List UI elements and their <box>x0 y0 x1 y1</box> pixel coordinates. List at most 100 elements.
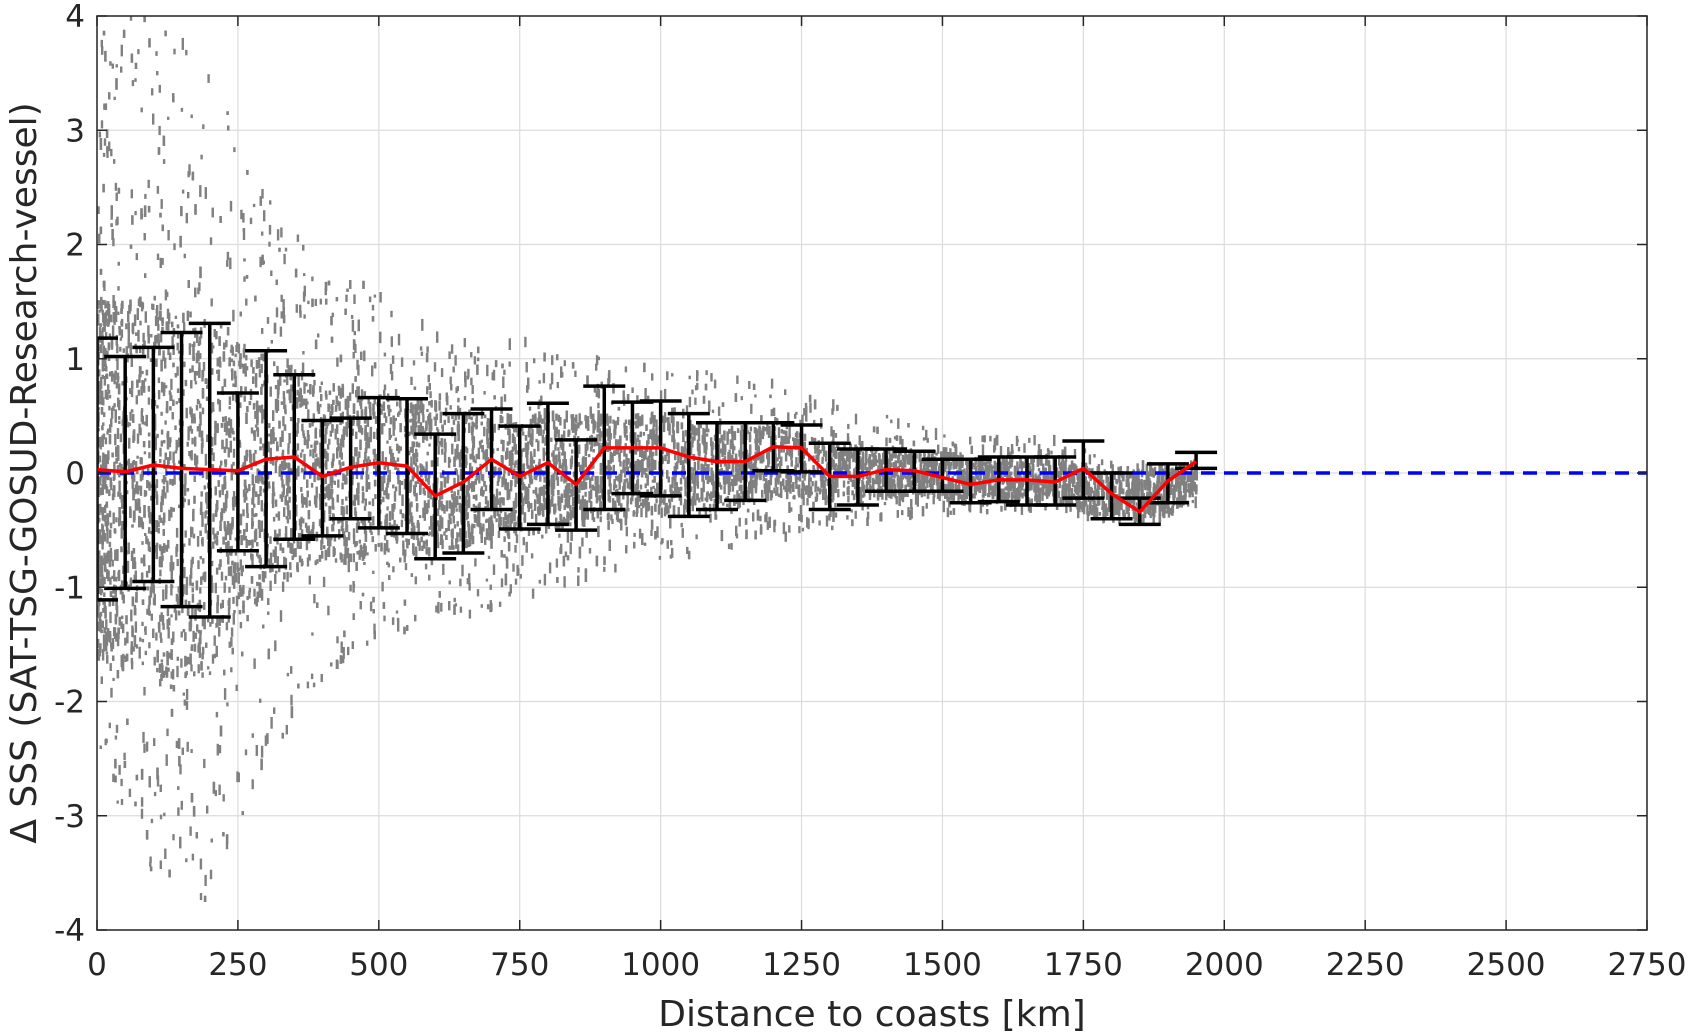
scatter-point <box>603 566 606 572</box>
scatter-point <box>138 646 141 659</box>
scatter-point <box>580 421 583 425</box>
scatter-point <box>904 457 907 468</box>
scatter-point <box>577 494 581 504</box>
scatter-point <box>558 533 561 538</box>
scatter-point <box>1090 509 1094 516</box>
scatter-point <box>451 502 454 510</box>
scatter-point <box>667 452 670 464</box>
scatter-point <box>703 441 706 454</box>
scatter-point <box>367 456 370 460</box>
scatter-point <box>186 741 189 752</box>
scatter-point <box>531 429 534 441</box>
scatter-point <box>120 44 123 57</box>
scatter-point <box>196 536 200 547</box>
scatter-point <box>474 515 478 523</box>
scatter-point <box>273 361 276 367</box>
scatter-point <box>128 441 131 449</box>
scatter-point <box>168 390 172 395</box>
scatter-point <box>168 617 171 626</box>
scatter-point <box>234 375 237 388</box>
scatter-point <box>916 495 919 507</box>
scatter-point <box>289 542 292 554</box>
scatter-point <box>946 507 950 518</box>
scatter-point <box>257 474 260 484</box>
scatter-point <box>286 500 290 510</box>
scatter-point <box>591 485 595 490</box>
scatter-point <box>425 461 428 474</box>
scatter-point <box>568 482 571 491</box>
scatter-point <box>833 447 836 457</box>
scatter-point <box>282 391 286 400</box>
scatter-point <box>484 537 487 545</box>
scatter-point <box>1158 465 1161 476</box>
scatter-point <box>468 609 472 619</box>
scatter-point <box>885 437 888 447</box>
scatter-point <box>528 483 531 489</box>
scatter-point <box>834 503 837 508</box>
scatter-point <box>290 694 293 706</box>
scatter-point <box>449 405 452 410</box>
scatter-point <box>213 635 216 646</box>
scatter-point <box>193 417 196 424</box>
scatter-point <box>230 627 234 637</box>
scatter-point <box>336 424 339 434</box>
scatter-point <box>672 438 676 450</box>
scatter-point <box>197 645 200 653</box>
scatter-point <box>514 509 517 514</box>
scatter-point <box>702 464 705 472</box>
scatter-point <box>383 352 387 357</box>
scatter-point <box>592 449 595 453</box>
scatter-point <box>643 467 646 475</box>
scatter-point <box>1027 504 1031 512</box>
scatter-point <box>130 661 134 670</box>
scatter-point <box>279 437 282 447</box>
scatter-point <box>1142 513 1145 525</box>
scatter-point <box>571 449 574 454</box>
scatter-point <box>147 179 150 189</box>
scatter-point <box>145 535 148 544</box>
scatter-point <box>170 506 173 518</box>
scatter-point <box>416 522 419 528</box>
scatter-point <box>443 452 447 463</box>
scatter-point <box>452 366 455 373</box>
scatter-point <box>227 566 231 576</box>
scatter-point <box>1023 443 1026 453</box>
scatter-point <box>475 494 478 501</box>
scatter-point <box>1166 508 1169 514</box>
scatter-point <box>109 522 113 529</box>
scatter-point <box>318 519 322 527</box>
scatter-point <box>892 461 895 469</box>
scatter-point <box>871 450 874 457</box>
scatter-point <box>272 516 276 522</box>
scatter-point <box>434 417 437 426</box>
scatter-point <box>1033 435 1036 446</box>
scatter-point <box>1169 507 1172 515</box>
scatter-point <box>612 498 615 508</box>
scatter-point <box>193 370 197 381</box>
scatter-point <box>459 578 462 587</box>
scatter-point <box>456 532 459 543</box>
scatter-point <box>451 443 454 455</box>
scatter-point <box>147 604 151 613</box>
scatter-point <box>139 637 142 642</box>
scatter-point <box>639 484 643 490</box>
scatter-point <box>396 457 400 462</box>
scatter-point <box>131 461 135 471</box>
scatter-point <box>127 329 130 341</box>
scatter-point <box>456 544 460 552</box>
scatter-point <box>175 439 178 451</box>
scatter-point <box>624 419 628 424</box>
scatter-point <box>313 594 316 604</box>
scatter-point <box>311 632 314 636</box>
scatter-point <box>464 459 468 469</box>
scatter-point <box>269 564 272 573</box>
scatter-point <box>349 584 352 592</box>
scatter-point <box>719 459 723 468</box>
scatter-point <box>731 434 734 447</box>
scatter-point <box>250 361 253 366</box>
scatter-point <box>995 494 999 505</box>
scatter-point <box>347 531 351 541</box>
scatter-point <box>705 370 708 376</box>
scatter-point <box>457 489 460 496</box>
scatter-point <box>167 627 170 639</box>
